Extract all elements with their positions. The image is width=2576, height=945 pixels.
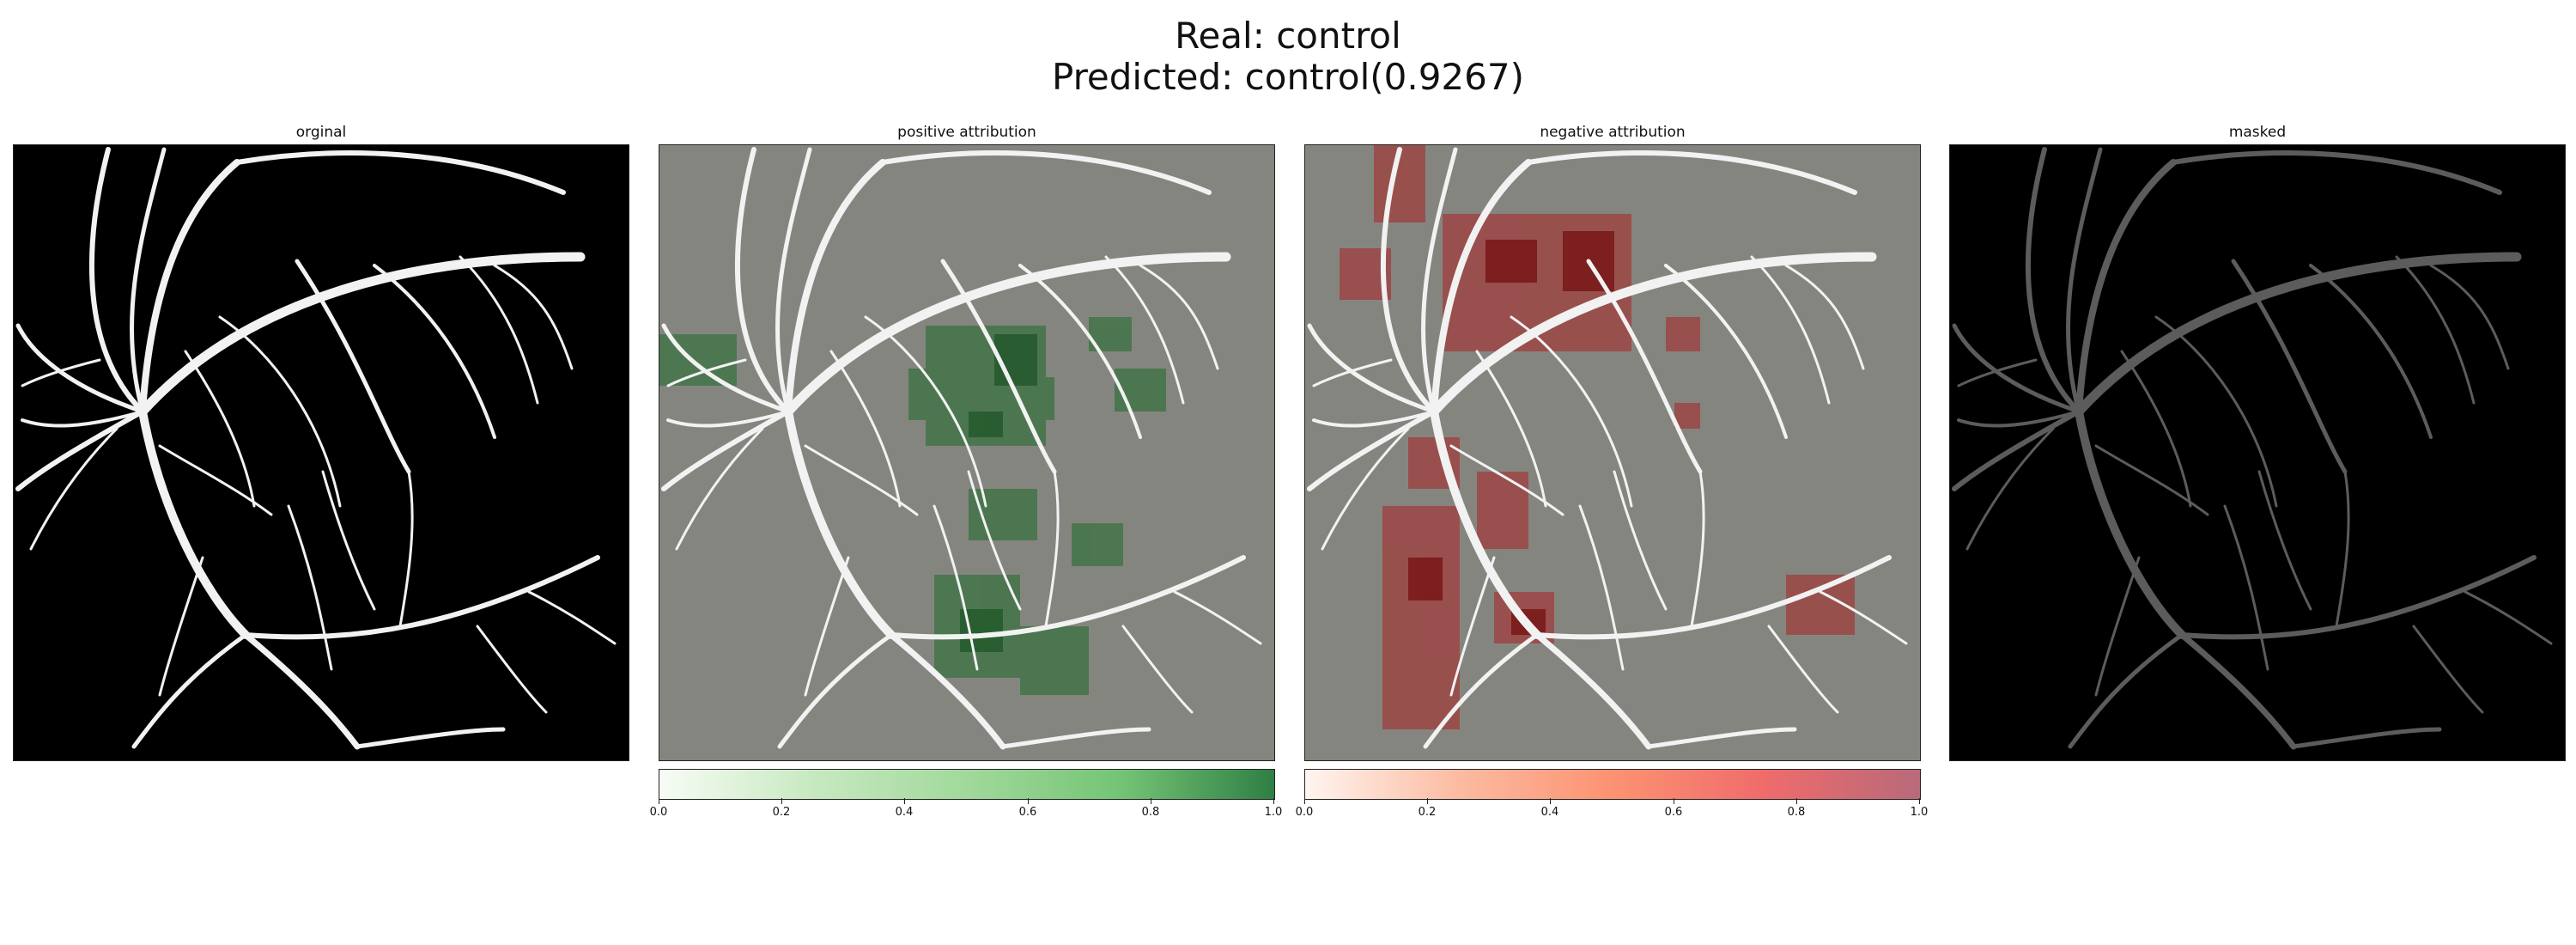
- positive-colorbar-tick-label: 0.2: [772, 806, 791, 819]
- positive-colorbar-tick-label: 1.0: [1264, 806, 1283, 819]
- negative-attribution-image: [1304, 144, 1921, 761]
- figure-title-predicted: Predicted: control(0.9267): [1052, 56, 1524, 98]
- positive-colorbar-tick: [904, 798, 905, 804]
- positive-colorbar: [659, 769, 1275, 800]
- original-image: [13, 144, 629, 761]
- negative-attribution-overlay: [1305, 145, 1920, 760]
- positive-colorbar-tick-label: 0.4: [895, 806, 914, 819]
- negative-colorbar-tick: [1919, 798, 1920, 804]
- panel-title-masked: masked: [2228, 124, 2287, 141]
- positive-colorbar-tick: [781, 798, 782, 804]
- negative-colorbar-tick: [1796, 798, 1797, 804]
- negative-colorbar-tick: [1304, 798, 1305, 804]
- panel-title-negative: negative attribution: [1540, 124, 1686, 141]
- negative-colorbar-tick-label: 0.0: [1295, 806, 1314, 819]
- negative-colorbar: [1304, 769, 1921, 800]
- positive-attribution-overlay: [659, 145, 1274, 760]
- positive-colorbar-tick: [1273, 798, 1274, 804]
- negative-colorbar-tick-label: 0.2: [1418, 806, 1437, 819]
- positive-attribution-image: [659, 144, 1275, 761]
- positive-colorbar-tick-label: 0.0: [649, 806, 668, 819]
- negative-colorbar-tick: [1550, 798, 1551, 804]
- negative-colorbar-tick-label: 0.8: [1787, 806, 1806, 819]
- positive-colorbar-tick-label: 0.6: [1018, 806, 1037, 819]
- positive-colorbar-tick: [1028, 798, 1029, 804]
- masked-image: [1949, 144, 2566, 761]
- negative-colorbar-tick-label: 1.0: [1910, 806, 1929, 819]
- positive-colorbar-tick-label: 0.8: [1141, 806, 1160, 819]
- negative-colorbar-tick-label: 0.6: [1664, 806, 1683, 819]
- panel-title-original: orginal: [295, 124, 347, 141]
- negative-colorbar-tick: [1427, 798, 1428, 804]
- negative-colorbar-tick-label: 0.4: [1540, 806, 1559, 819]
- figure-title-real: Real: control: [1175, 15, 1401, 57]
- masked-vessel-image: [1950, 145, 2565, 760]
- original-vessel-image: [14, 145, 629, 760]
- panel-title-positive: positive attribution: [897, 124, 1036, 141]
